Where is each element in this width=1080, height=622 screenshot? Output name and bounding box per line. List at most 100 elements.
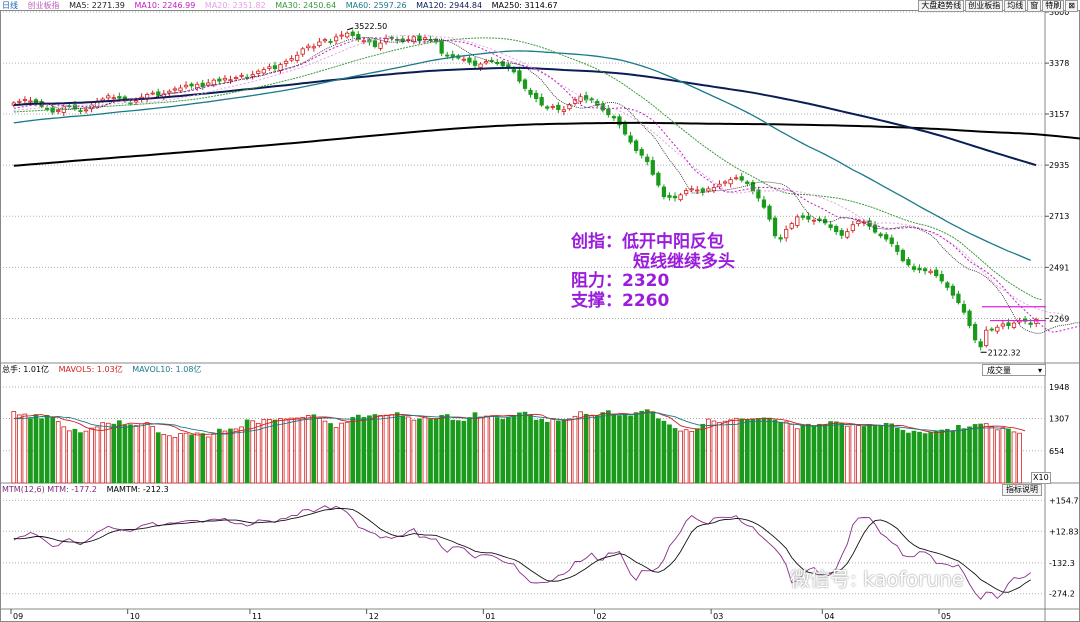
volume-bar — [639, 410, 645, 484]
volume-indicator-select[interactable]: 成交量 ▾ — [982, 364, 1046, 376]
volume-bar — [472, 412, 478, 484]
candle-body — [422, 37, 428, 41]
volume-bar — [455, 420, 461, 484]
volume-bar — [817, 423, 822, 484]
volume-bar — [117, 420, 122, 484]
volume-bar — [833, 421, 839, 484]
candle-body — [639, 149, 644, 156]
candle-body — [645, 156, 650, 163]
ma60-line — [13, 50, 1031, 261]
price-tick-label: 3600 — [1049, 8, 1069, 17]
volume-bar — [933, 430, 939, 484]
candle-body — [217, 78, 222, 82]
volume-bar — [589, 415, 595, 484]
candle-body — [972, 324, 978, 341]
volume-bar — [611, 413, 617, 484]
candle-body — [250, 74, 255, 77]
volume-bar — [411, 419, 417, 484]
candle-body — [839, 230, 844, 236]
volume-bar — [405, 416, 411, 484]
candle-body — [1000, 323, 1006, 327]
candle-body — [761, 199, 767, 208]
candle-body — [900, 249, 905, 262]
volume-bar — [661, 420, 667, 484]
annotation-support: 支撑：2260 — [571, 291, 670, 311]
candle-body — [922, 268, 928, 272]
refresh-button[interactable]: 特刷 — [1042, 0, 1065, 12]
candle-body — [261, 69, 266, 74]
close-icon[interactable]: ⊠ — [1065, 0, 1078, 12]
candle-body — [528, 89, 533, 95]
x-tick-label: 03 — [713, 612, 723, 621]
candle-body — [267, 66, 272, 69]
volume-bar — [550, 418, 556, 484]
candle-body — [806, 215, 811, 220]
candle-body — [533, 92, 539, 99]
x-tick-label: 02 — [596, 612, 606, 621]
candle-body — [700, 188, 705, 193]
volume-indicator-value: 成交量 — [987, 366, 1011, 375]
candle-body — [650, 160, 655, 175]
candle-body — [156, 91, 161, 96]
volume-bar — [628, 415, 633, 484]
volume-bar — [911, 430, 917, 484]
volume-bar — [672, 428, 678, 484]
legend-ma60: MA60: 2597.26 — [345, 1, 407, 10]
candle-body — [884, 234, 889, 240]
candle-body — [784, 228, 789, 239]
candle-body — [495, 62, 500, 65]
volume-bar — [1000, 427, 1006, 484]
mtm-tick-label: -132.3 — [1049, 559, 1075, 568]
volume-bar — [889, 423, 895, 484]
volume-bar — [928, 432, 933, 484]
volume-bar — [361, 417, 367, 484]
price-legend: 日线 创业板指 MA5: 2271.39 MA10: 2246.99 MA20:… — [2, 0, 565, 12]
trend-line-button[interactable]: 大盘趋势线 — [918, 0, 965, 12]
volume-bar — [344, 421, 350, 484]
candle-body — [556, 104, 561, 111]
candle-body — [500, 61, 505, 67]
volume-bar — [939, 429, 945, 484]
ma20-line — [13, 34, 1065, 316]
candle-body — [584, 95, 589, 101]
volume-bar — [444, 414, 450, 484]
volume-bar — [128, 424, 133, 484]
index-select-button[interactable]: 创业板指 — [965, 0, 1004, 12]
candle-body — [167, 90, 172, 94]
candle-body — [339, 34, 344, 37]
volume-bar — [800, 424, 806, 484]
candle-body — [222, 77, 228, 81]
window-button[interactable]: 窗 — [1027, 0, 1042, 12]
volume-bar — [22, 413, 28, 484]
volume-bar — [311, 414, 317, 484]
volume-bar — [728, 419, 733, 484]
candle-body — [150, 92, 155, 95]
ma-button[interactable]: 均线 — [1004, 0, 1027, 12]
volume-bar — [200, 433, 206, 484]
candle-body — [200, 82, 205, 87]
volume-bar — [111, 423, 117, 484]
legend-mavol5: MAVOL5: 1.03亿 — [58, 365, 123, 374]
candle-body — [889, 237, 894, 245]
volume-bar — [867, 424, 872, 484]
candle-body — [272, 65, 278, 70]
volume-bar — [283, 418, 289, 484]
volume-bar — [828, 421, 833, 484]
volume-bar — [511, 415, 517, 484]
volume-bar — [872, 425, 878, 484]
candle-body — [356, 33, 361, 40]
volume-bar — [333, 427, 339, 484]
volume-bar — [217, 428, 222, 484]
candle-body — [906, 259, 911, 266]
volume-bar — [1011, 431, 1017, 484]
volume-bar — [205, 436, 211, 484]
candle-body — [372, 40, 378, 47]
volume-bar — [500, 419, 506, 484]
volume-bar — [744, 418, 750, 484]
candle-body — [345, 32, 350, 38]
ma30-line — [13, 37, 1042, 301]
volume-bar — [983, 423, 989, 484]
candle-body — [589, 98, 594, 101]
indicator-help-button[interactable]: 指标说明 — [1002, 484, 1042, 496]
